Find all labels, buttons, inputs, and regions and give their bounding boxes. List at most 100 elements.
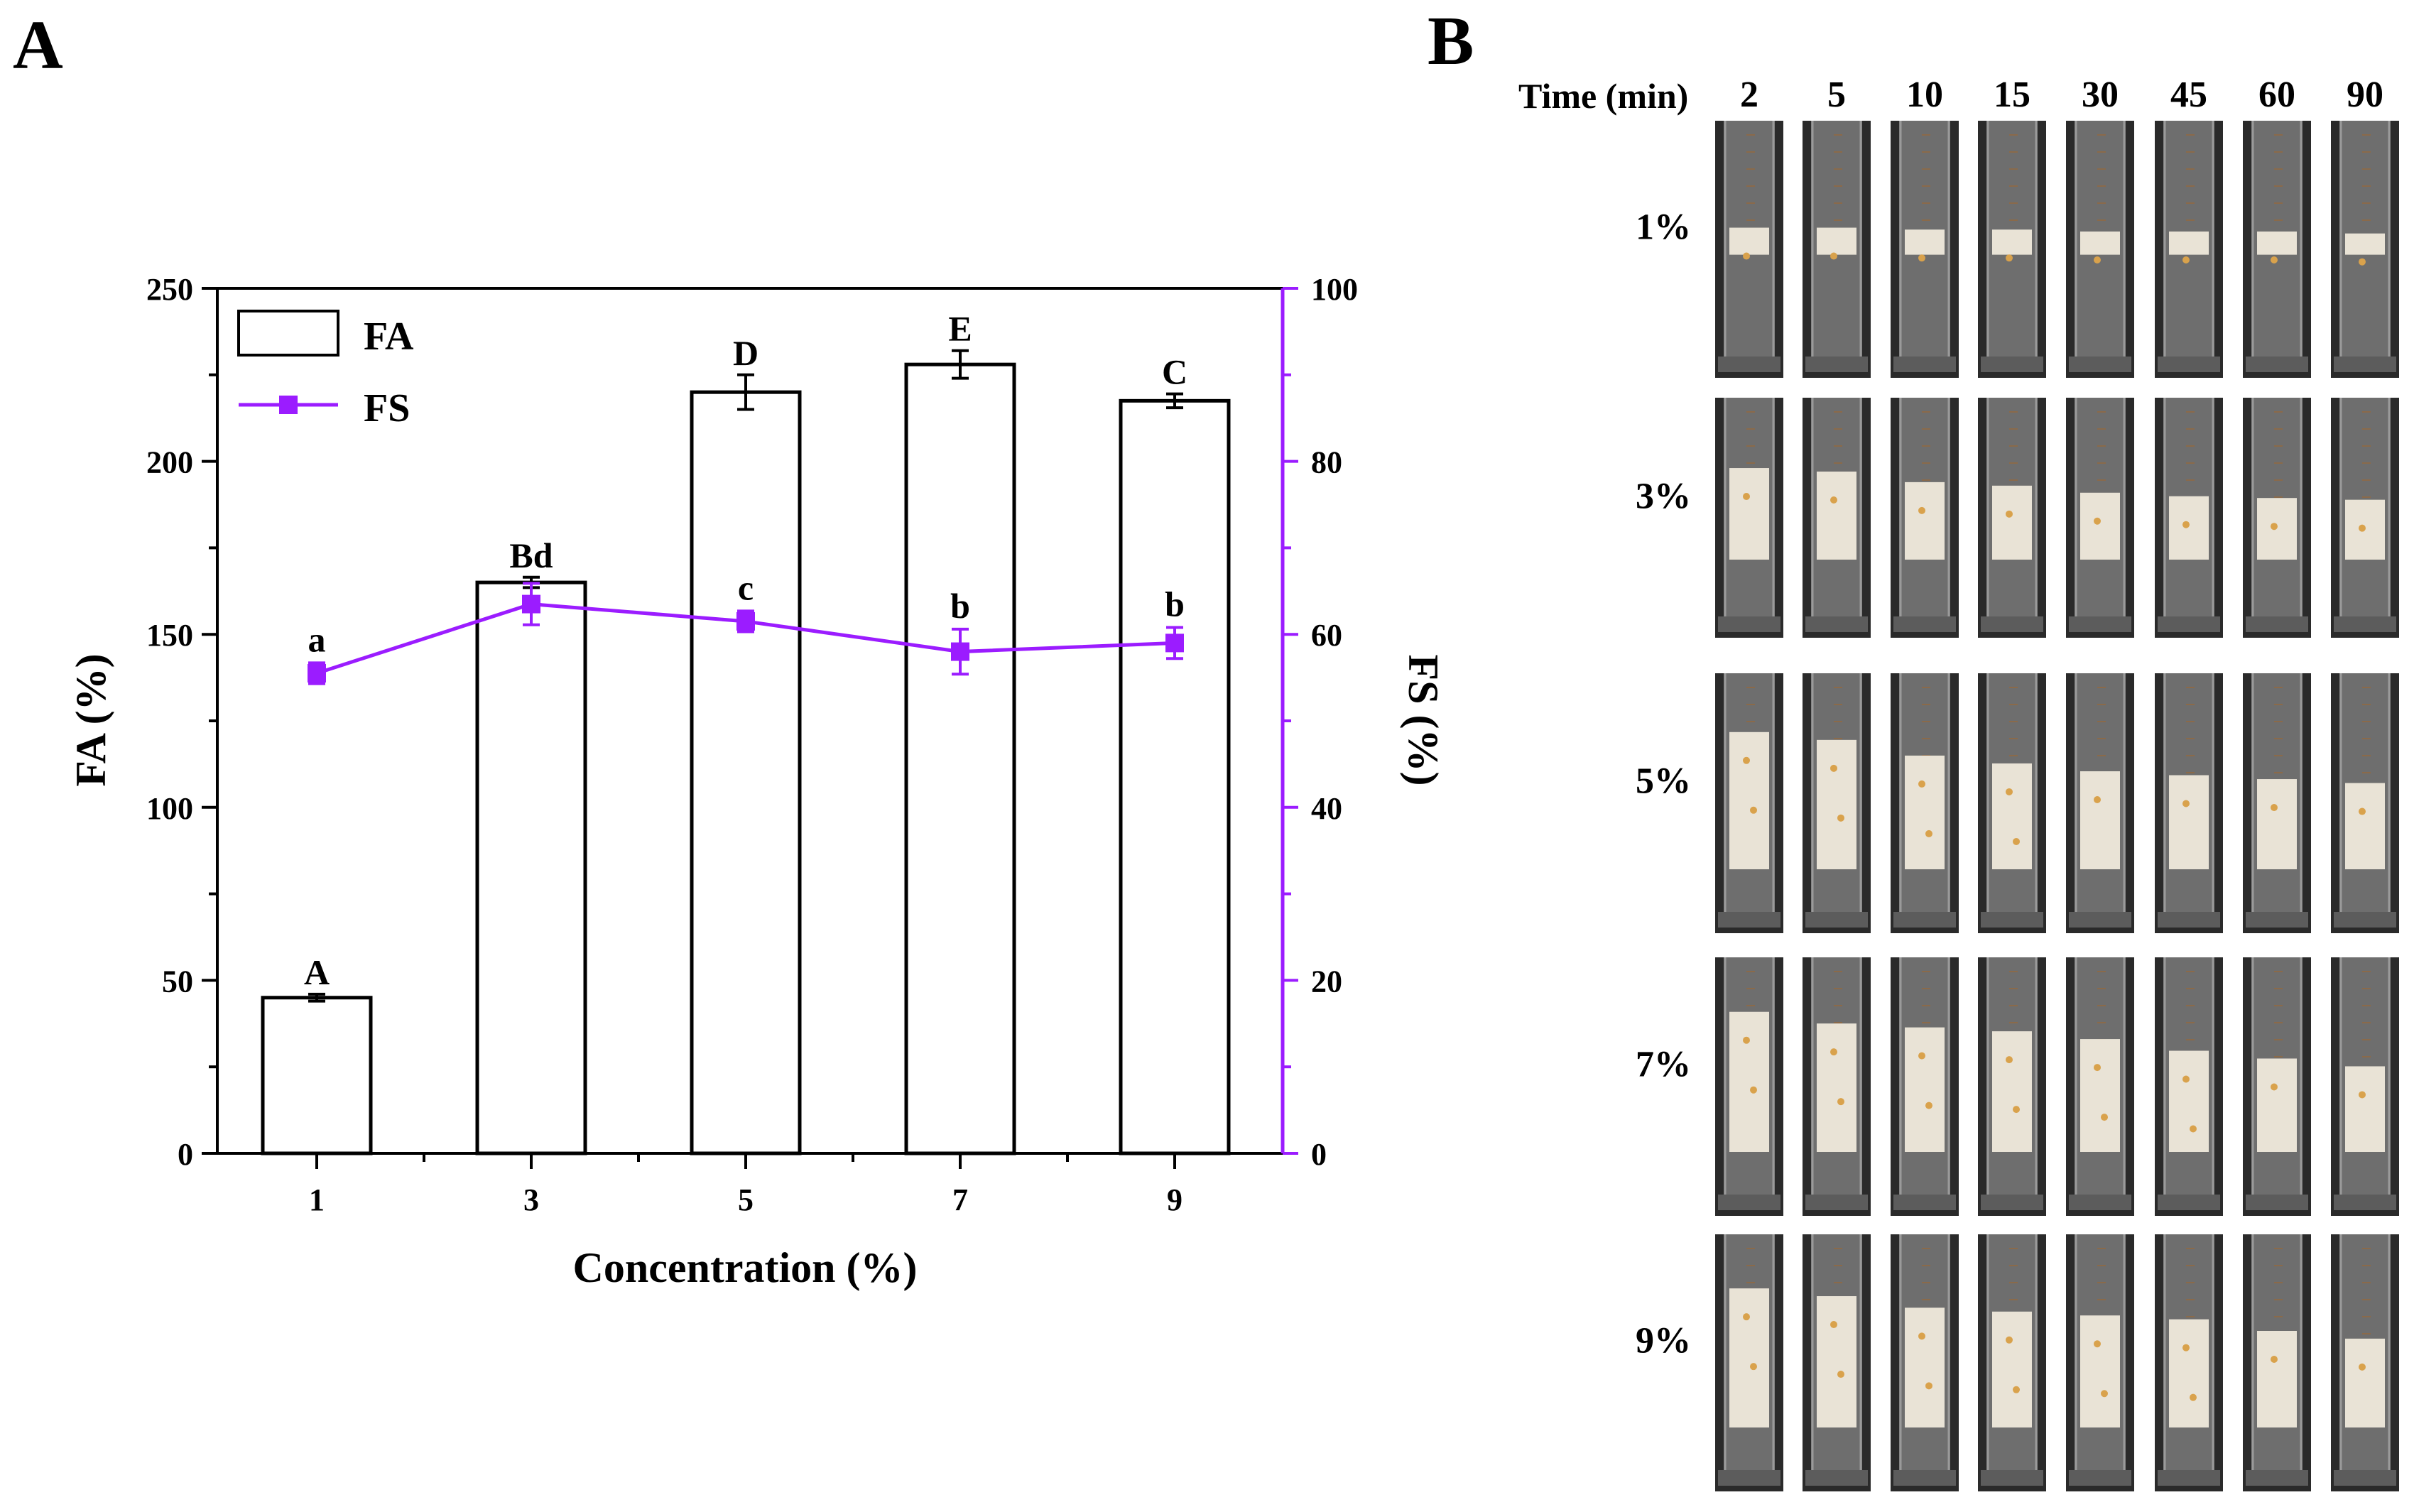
time-label: 2 (1740, 75, 1758, 115)
cylinder-base (1981, 357, 2043, 372)
foam-marker-dot (2359, 807, 2366, 815)
foam-marker-dot (2182, 800, 2190, 807)
foam-marker-dot (2013, 837, 2020, 845)
foam-marker-dot (2271, 1083, 2278, 1091)
fa-bar (1119, 398, 1231, 1155)
fa-bar (261, 996, 373, 1155)
cylinder-base (1718, 912, 1780, 928)
foam-marker-dot (2094, 517, 2101, 525)
panel-a-label: A (13, 7, 63, 84)
foam-photo (1803, 673, 1871, 933)
y-tick-label: 50 (162, 964, 193, 999)
foam-column (2257, 779, 2297, 869)
cylinder-base (1893, 357, 1956, 372)
cylinder-base (2246, 1470, 2308, 1486)
time-label: 45 (2170, 75, 2207, 115)
y-tick-label: 250 (146, 272, 193, 307)
foam-photo (2331, 121, 2399, 378)
foam-marker-dot (2094, 256, 2101, 263)
foam-photo (1803, 1234, 1871, 1491)
x-tick-label: 5 (738, 1182, 754, 1217)
cylinder-base (2246, 1195, 2308, 1210)
foam-marker-dot (2006, 1336, 2013, 1344)
foam-photo (2243, 957, 2311, 1216)
y-tick-label: 0 (178, 1137, 193, 1172)
foam-marker-dot (2013, 1386, 2020, 1393)
foam-photo (2155, 398, 2223, 638)
foam-column (2257, 232, 2297, 255)
y-tick-label: 200 (146, 445, 193, 480)
cylinder-base (2158, 357, 2220, 372)
fa-significance-letter: A (304, 952, 330, 992)
x-tick-label: 9 (1167, 1182, 1182, 1217)
foam-column (2257, 1331, 2297, 1427)
foam-photo (1803, 121, 1871, 378)
fs-marker (308, 664, 326, 683)
foam-column (1729, 227, 1769, 255)
foam-column (1817, 1296, 1856, 1427)
cylinder-base (2334, 912, 2396, 928)
chart-legend: FA FS (237, 310, 414, 430)
foam-photo-grid: Time (min) 2 5 10 15 30 45 60 90 1% 3% 5% 7% 9% (1518, 75, 2399, 1491)
foam-marker-dot (1830, 1321, 1837, 1329)
cylinder-base (2069, 357, 2131, 372)
fs-marker (1165, 633, 1184, 653)
foam-photo (2066, 398, 2134, 638)
foam-marker-dot (1830, 496, 1837, 504)
cylinder-base (2069, 912, 2131, 928)
foam-photo (1978, 398, 2046, 638)
foam-column (1729, 1288, 1769, 1427)
legend-fa-swatch (237, 310, 339, 357)
foam-photo (2331, 673, 2399, 933)
foam-photo (1978, 1234, 2046, 1491)
y2-tick-label: 40 (1311, 791, 1342, 826)
foam-marker-dot (1918, 254, 1925, 262)
foam-column (2169, 232, 2209, 255)
concentration-label: 7% (1636, 1044, 1691, 1084)
y2-axis-label: FS (%) (1400, 655, 1447, 786)
fa-fs-chart: 0 50 100 150 200 250 0 20 40 60 80 100 1 3 5 7 9 A Bd D E Ca c… (146, 272, 1358, 1217)
foam-column (2169, 1319, 2209, 1427)
cylinder-base (2069, 1195, 2131, 1210)
foam-marker-dot (2013, 1106, 2020, 1114)
foam-column (1905, 229, 1945, 255)
foam-photo (1891, 121, 1959, 378)
fs-marker (736, 611, 755, 631)
cylinder-base (1718, 1195, 1780, 1210)
foam-column (2345, 783, 2385, 869)
fa-bar (904, 362, 1016, 1155)
foam-column (1817, 472, 1856, 560)
y-tick-label: 100 (146, 791, 193, 826)
foam-marker-dot (1743, 493, 1750, 501)
foam-column (2169, 496, 2209, 560)
foam-marker-dot (2094, 1340, 2101, 1348)
foam-marker-dot (1750, 1086, 1757, 1094)
cylinder-base (2069, 616, 2131, 632)
foam-photo (2155, 1234, 2223, 1491)
cylinder-base (2158, 616, 2220, 632)
cylinder-base (2334, 1470, 2396, 1486)
foam-photo (2155, 121, 2223, 378)
foam-photo (2243, 398, 2311, 638)
foam-photo (2066, 673, 2134, 933)
foam-marker-dot (2359, 1363, 2366, 1371)
time-label: 5 (1827, 75, 1846, 115)
time-label: 60 (2258, 75, 2295, 115)
foam-photo (1891, 1234, 1959, 1491)
foam-marker-dot (2190, 1393, 2197, 1401)
foam-marker-dot (1925, 1382, 1932, 1390)
cylinder-base (2158, 912, 2220, 928)
cylinder-base (2158, 1470, 2220, 1486)
foam-column (2345, 1066, 2385, 1152)
cylinder-base (2334, 357, 2396, 372)
time-label: 15 (1994, 75, 2030, 115)
foam-marker-dot (1750, 1363, 1757, 1371)
foam-photo (1803, 398, 1871, 638)
foam-marker-dot (2101, 1390, 2108, 1398)
concentration-label: 5% (1636, 761, 1691, 801)
foam-column (1729, 1011, 1769, 1152)
foam-marker-dot (2182, 1344, 2190, 1351)
fa-bar (690, 390, 802, 1155)
foam-marker-dot (1830, 1048, 1837, 1056)
foam-photo (2066, 957, 2134, 1216)
